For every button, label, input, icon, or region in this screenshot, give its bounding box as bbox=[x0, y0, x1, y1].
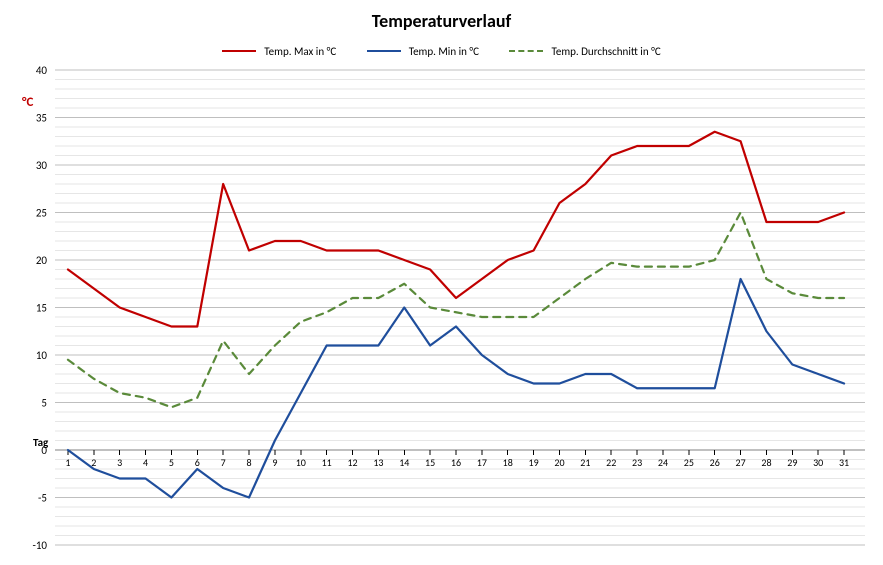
svg-text:-10: -10 bbox=[32, 539, 47, 552]
svg-text:20: 20 bbox=[554, 456, 564, 469]
svg-text:14: 14 bbox=[399, 456, 409, 469]
legend-swatch-avg bbox=[509, 50, 543, 52]
svg-text:16: 16 bbox=[451, 456, 461, 469]
legend-item-min: Temp. Min in °C bbox=[367, 45, 479, 58]
svg-text:27: 27 bbox=[736, 456, 746, 469]
legend-item-avg: Temp. Durchschnitt in °C bbox=[509, 45, 660, 58]
legend-label-min: Temp. Min in °C bbox=[409, 45, 479, 58]
svg-text:25: 25 bbox=[36, 207, 47, 220]
svg-text:5: 5 bbox=[169, 456, 174, 469]
svg-text:-5: -5 bbox=[38, 492, 47, 505]
svg-text:18: 18 bbox=[503, 456, 513, 469]
legend-swatch-max bbox=[222, 50, 256, 52]
x-axis-label: Tag bbox=[33, 436, 48, 449]
legend-item-max: Temp. Max in °C bbox=[222, 45, 336, 58]
svg-text:9: 9 bbox=[272, 456, 277, 469]
svg-text:23: 23 bbox=[632, 456, 642, 469]
svg-text:13: 13 bbox=[373, 456, 383, 469]
svg-text:31: 31 bbox=[839, 456, 849, 469]
chart-title: Temperaturverlauf bbox=[0, 10, 883, 32]
svg-text:7: 7 bbox=[221, 456, 226, 469]
legend-swatch-min bbox=[367, 50, 401, 52]
svg-text:19: 19 bbox=[529, 456, 539, 469]
svg-text:24: 24 bbox=[658, 456, 668, 469]
svg-text:17: 17 bbox=[477, 456, 487, 469]
svg-text:5: 5 bbox=[41, 397, 47, 410]
svg-text:1: 1 bbox=[65, 456, 70, 469]
svg-text:12: 12 bbox=[347, 456, 357, 469]
svg-text:10: 10 bbox=[36, 349, 48, 362]
svg-text:25: 25 bbox=[684, 456, 694, 469]
svg-text:4: 4 bbox=[143, 456, 148, 469]
svg-text:22: 22 bbox=[606, 456, 616, 469]
svg-text:6: 6 bbox=[195, 456, 200, 469]
svg-text:15: 15 bbox=[425, 456, 435, 469]
chart-container: Temperaturverlauf Temp. Max in °C Temp. … bbox=[0, 0, 883, 565]
svg-text:20: 20 bbox=[36, 254, 48, 267]
legend: Temp. Max in °C Temp. Min in °C Temp. Du… bbox=[0, 42, 883, 58]
svg-text:28: 28 bbox=[761, 456, 771, 469]
svg-text:35: 35 bbox=[36, 112, 47, 125]
svg-text:40: 40 bbox=[36, 64, 48, 77]
plot-area: -10-505101520253035401234567891011121314… bbox=[55, 70, 865, 545]
y-axis-unit-label: °C bbox=[22, 95, 33, 110]
svg-text:8: 8 bbox=[246, 456, 251, 469]
svg-text:30: 30 bbox=[36, 159, 48, 172]
svg-text:15: 15 bbox=[36, 302, 47, 315]
legend-label-max: Temp. Max in °C bbox=[264, 45, 336, 58]
svg-text:26: 26 bbox=[710, 456, 720, 469]
svg-text:21: 21 bbox=[580, 456, 590, 469]
svg-text:30: 30 bbox=[813, 456, 823, 469]
svg-text:11: 11 bbox=[322, 456, 332, 469]
legend-label-avg: Temp. Durchschnitt in °C bbox=[551, 45, 660, 58]
svg-text:10: 10 bbox=[296, 456, 306, 469]
svg-text:3: 3 bbox=[117, 456, 122, 469]
svg-text:29: 29 bbox=[787, 456, 797, 469]
